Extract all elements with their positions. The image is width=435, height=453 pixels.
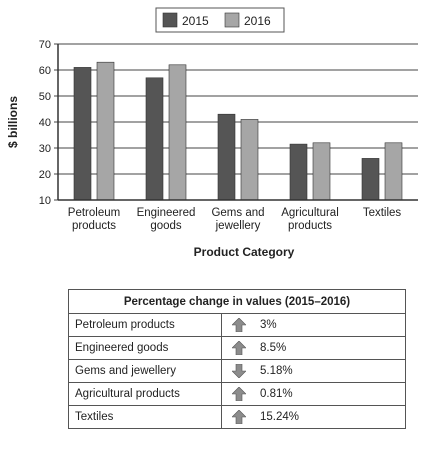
legend-label-2016: 2016 xyxy=(244,14,271,28)
arrow-down-icon xyxy=(232,364,246,378)
bar-2016-3 xyxy=(312,142,331,201)
change-value: 3% xyxy=(260,319,277,331)
y-tick-label: 20 xyxy=(39,169,51,181)
arrow-up-icon xyxy=(232,341,246,355)
table-row: Gems and jewellery 5.18% xyxy=(68,359,406,383)
x-category-label: jewellery xyxy=(215,220,261,232)
bar-2015-0 xyxy=(73,67,92,201)
x-category-label: Gems and xyxy=(211,207,264,219)
table-row: Textiles 15.24% xyxy=(68,405,406,429)
bar-2015-2 xyxy=(217,113,236,201)
arrow-up-icon xyxy=(232,410,246,424)
y-tick-label: 70 xyxy=(39,39,51,51)
row-category: Gems and jewellery xyxy=(68,359,222,383)
row-category: Agricultural products xyxy=(68,382,222,406)
y-axis-title: $ billions xyxy=(6,96,20,148)
x-category-label: Petroleum xyxy=(68,207,120,219)
y-tick-label: 30 xyxy=(39,143,51,155)
bar-2016-0 xyxy=(96,61,115,201)
x-category-label: products xyxy=(72,220,116,232)
bar-2015-4 xyxy=(361,158,380,201)
row-change: 15.24% xyxy=(221,405,406,429)
y-axis-ticks: 10 20 30 40 50 60 70 xyxy=(39,39,58,207)
row-category: Textiles xyxy=(68,405,222,429)
x-category-label: products xyxy=(288,220,332,232)
table-body: Petroleum products 3% Engineered goods 8.5%… xyxy=(68,313,406,429)
y-tick-label: 60 xyxy=(39,65,51,77)
legend-swatch-2016 xyxy=(224,12,240,28)
x-category-label: Agricultural xyxy=(281,207,339,219)
table-row: Agricultural products 0.81% xyxy=(68,382,406,406)
change-value: 0.81% xyxy=(260,388,293,400)
bar-2016-1 xyxy=(168,64,187,201)
bar-2015-1 xyxy=(145,77,164,201)
row-change: 3% xyxy=(221,313,406,337)
bar-2016-4 xyxy=(384,142,403,201)
table-header-row: Percentage change in values (2015–2016) xyxy=(68,289,406,314)
bar-2015-3 xyxy=(289,143,308,201)
table-row: Petroleum products 3% xyxy=(68,313,406,337)
y-tick-label: 40 xyxy=(39,117,51,129)
arrow-up-icon xyxy=(232,387,246,401)
legend-label-2015: 2015 xyxy=(182,14,209,28)
change-value: 8.5% xyxy=(260,342,287,354)
row-change: 5.18% xyxy=(221,359,406,383)
legend-swatch-2015 xyxy=(162,12,178,28)
table-row: Engineered goods 8.5% xyxy=(68,336,406,360)
gridlines xyxy=(58,43,418,175)
row-category: Petroleum products xyxy=(68,313,222,337)
arrow-up-icon xyxy=(232,318,246,332)
bar-2016-2 xyxy=(240,119,259,201)
x-category-label: Engineered xyxy=(137,207,196,219)
x-category-label: goods xyxy=(150,220,182,232)
chart-legend: 2015 2016 xyxy=(155,7,285,33)
change-value: 5.18% xyxy=(260,365,293,377)
row-category: Engineered goods xyxy=(68,336,222,360)
legend-box xyxy=(155,7,285,33)
y-tick-label: 10 xyxy=(39,195,51,207)
row-change: 8.5% xyxy=(221,336,406,360)
change-value: 15.24% xyxy=(260,411,300,423)
y-tick-label: 50 xyxy=(39,91,51,103)
x-axis-title: Product Category xyxy=(194,245,295,259)
table-title: Percentage change in values (2015–2016) xyxy=(68,289,406,314)
bars xyxy=(73,61,403,201)
row-change: 0.81% xyxy=(221,382,406,406)
percentage-change-table: Percentage change in values (2015–2016) … xyxy=(68,289,406,429)
x-category-label: Textiles xyxy=(363,207,402,219)
